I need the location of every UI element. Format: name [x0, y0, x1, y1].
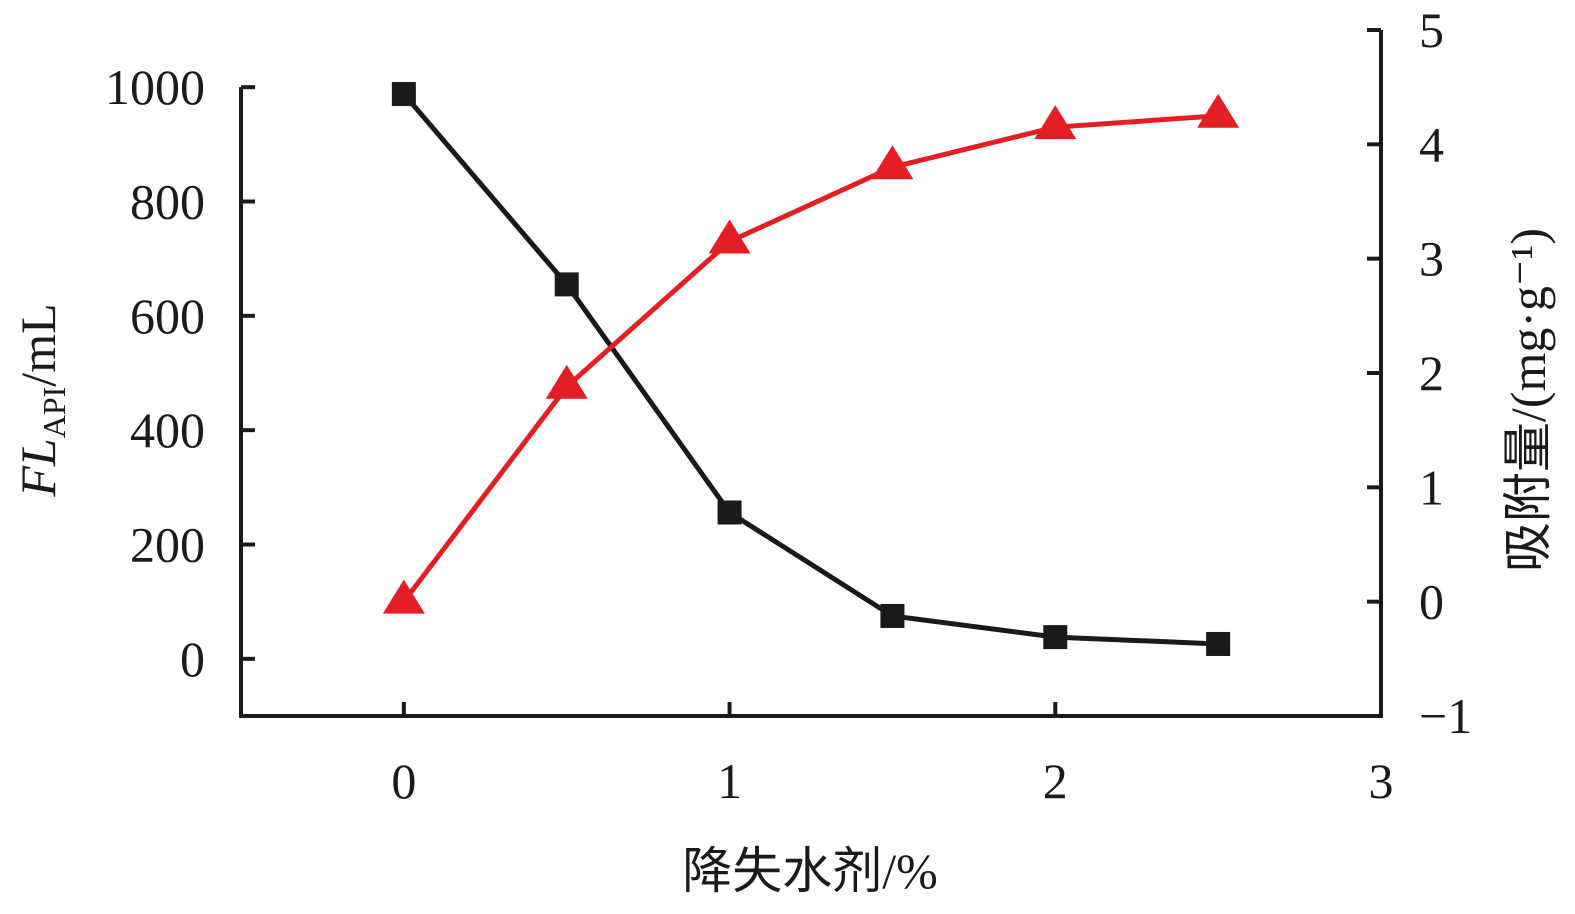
y-tick-label: 600	[130, 288, 205, 344]
y-tick-label: 400	[130, 402, 205, 458]
marker	[1034, 105, 1077, 140]
y2-tick-label: 3	[1419, 231, 1444, 287]
y2-tick-label: 2	[1419, 345, 1444, 401]
y2-tick-label: 4	[1419, 116, 1444, 172]
marker	[880, 603, 905, 628]
x-tick-label: 3	[1369, 753, 1394, 809]
series-line	[401, 92, 1219, 647]
x-tick-label: 1	[717, 753, 742, 809]
series-line	[401, 113, 1219, 604]
x-tick-label: 0	[391, 753, 416, 809]
y-tick-label: 800	[130, 174, 205, 230]
x-tick-label: 2	[1043, 753, 1068, 809]
marker	[1206, 631, 1231, 656]
y-axis-label: FLAPI/mL	[10, 303, 72, 497]
marker	[554, 272, 579, 297]
y2-axis-label: 吸附量/(mg·g⁻¹)	[1500, 228, 1556, 572]
y-tick-label: 200	[130, 517, 205, 573]
y-label-unit: /mL	[10, 303, 66, 386]
y2-tick-label: 0	[1419, 574, 1444, 630]
marker	[708, 219, 751, 254]
y2-tick-label: 5	[1419, 2, 1444, 58]
y-tick-label: 0	[180, 631, 205, 687]
marker	[382, 579, 425, 614]
marker	[391, 82, 416, 107]
marker	[717, 500, 742, 525]
y2-tick-label: 1	[1419, 459, 1444, 515]
y2-tick-label: −1	[1419, 688, 1472, 744]
marker	[1197, 93, 1240, 128]
marker	[871, 145, 914, 180]
marker	[545, 364, 588, 399]
x-axis-label: 降失水剂/%	[682, 843, 938, 899]
y-label-sub: API	[36, 387, 72, 439]
marker	[1043, 625, 1068, 650]
y-label-main: FL	[10, 438, 66, 497]
y-tick-label: 1000	[105, 59, 205, 115]
